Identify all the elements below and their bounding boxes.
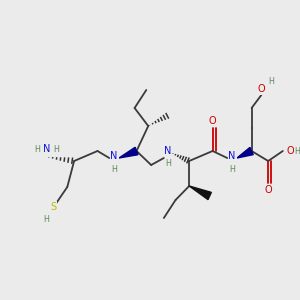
Text: O: O bbox=[209, 116, 216, 126]
Polygon shape bbox=[237, 147, 253, 158]
Text: H: H bbox=[43, 215, 49, 224]
Text: O: O bbox=[258, 84, 265, 94]
Text: H: H bbox=[229, 164, 235, 173]
Text: H: H bbox=[111, 164, 117, 173]
Text: H: H bbox=[54, 145, 59, 154]
Text: N: N bbox=[228, 151, 236, 161]
Text: O: O bbox=[287, 146, 294, 156]
Text: O: O bbox=[264, 185, 272, 195]
Text: H: H bbox=[165, 160, 171, 169]
Text: N: N bbox=[43, 144, 50, 154]
Text: S: S bbox=[51, 202, 57, 212]
Polygon shape bbox=[119, 147, 138, 158]
Text: H: H bbox=[34, 145, 40, 154]
Text: H: H bbox=[295, 146, 300, 155]
Polygon shape bbox=[189, 186, 212, 200]
Text: N: N bbox=[110, 151, 118, 161]
Text: H: H bbox=[268, 76, 274, 85]
Text: N: N bbox=[164, 146, 171, 156]
